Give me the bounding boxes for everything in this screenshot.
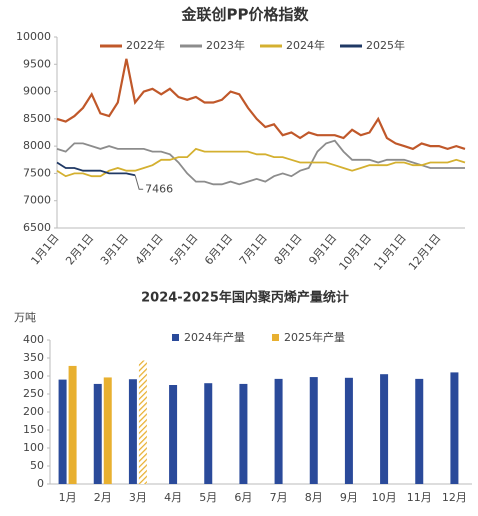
annotation-leader (134, 175, 144, 190)
y-axis-label: 万吨 (14, 311, 36, 324)
legend-label: 2024年 (286, 38, 325, 52)
line-series (56, 147, 466, 178)
x-tick-label: 10月1日 (337, 232, 375, 273)
chart-title: 金联创PP价格指数 (181, 6, 310, 24)
line-series (56, 58, 466, 151)
x-tick-label: 2月 (94, 491, 112, 504)
y-tick-label: 150 (23, 423, 44, 436)
bar (380, 374, 389, 484)
legend-label: 2023年 (206, 38, 245, 52)
x-tick-label: 2月1日 (63, 232, 96, 268)
chart-title: 2024-2025年国内聚丙烯产量统计 (141, 290, 349, 306)
x-tick-label: 8月1日 (272, 232, 305, 268)
y-tick-label: 0 (37, 477, 44, 490)
x-tick-label: 12月1日 (406, 232, 444, 273)
y-tick-label: 100 (23, 441, 44, 454)
y-tick-label: 9500 (23, 57, 51, 70)
x-tick-label: 7月 (270, 491, 288, 504)
x-tick-label: 9月1日 (306, 232, 339, 268)
x-tick-label: 8月 (305, 491, 323, 504)
x-tick-label: 3月1日 (98, 232, 131, 268)
bar (169, 385, 178, 484)
legend-label: 2024年产量 (184, 330, 245, 344)
bar (128, 379, 137, 484)
legend-label: 2025年 (366, 38, 405, 52)
y-tick-label: 300 (23, 369, 44, 382)
legend-label: 2025年产量 (284, 330, 345, 344)
x-tick-label: 4月1日 (133, 232, 166, 268)
y-tick-label: 9000 (23, 85, 51, 98)
x-tick-label: 1月1日 (28, 232, 61, 268)
x-tick-label: 11月1日 (371, 232, 409, 273)
y-tick-label: 7500 (23, 166, 51, 179)
line-series (56, 139, 465, 186)
x-tick-label: 7月1日 (237, 232, 270, 268)
y-tick-label: 350 (23, 351, 44, 364)
x-tick-label: 6月 (234, 491, 252, 504)
x-tick-label: 4月 (164, 491, 182, 504)
bar (103, 377, 112, 484)
bar (68, 365, 77, 484)
y-tick-label: 8000 (23, 139, 51, 152)
x-tick-label: 5月 (199, 491, 217, 504)
x-tick-label: 10月 (372, 491, 397, 504)
bar (274, 378, 283, 484)
x-tick-label: 3月 (129, 491, 147, 504)
bar (93, 383, 102, 484)
line-series (56, 161, 136, 177)
y-tick-label: 10000 (16, 30, 51, 43)
y-tick-label: 250 (23, 387, 44, 400)
bar (309, 377, 318, 484)
x-tick-label: 1月 (59, 491, 77, 504)
y-tick-label: 7000 (23, 194, 51, 207)
y-tick-label: 8500 (23, 112, 51, 125)
y-tick-label: 400 (23, 333, 44, 346)
annotation: 7466 (145, 182, 173, 195)
legend-swatch (172, 334, 179, 341)
x-tick-label: 5月1日 (167, 232, 200, 268)
bar (138, 360, 147, 484)
x-tick-label: 9月 (340, 491, 358, 504)
bar (450, 372, 459, 484)
y-tick-label: 200 (23, 405, 44, 418)
legend-label: 2022年 (126, 38, 165, 52)
bar (204, 383, 213, 484)
bar (344, 377, 353, 484)
bar (239, 383, 248, 484)
x-tick-label: 11月 (407, 491, 432, 504)
x-tick-label: 6月1日 (202, 232, 235, 268)
bar (58, 379, 67, 484)
x-tick-label: 12月 (442, 491, 467, 504)
bar (415, 378, 424, 484)
legend-swatch (272, 334, 279, 341)
y-tick-label: 6500 (23, 221, 51, 234)
y-tick-label: 50 (30, 459, 44, 472)
